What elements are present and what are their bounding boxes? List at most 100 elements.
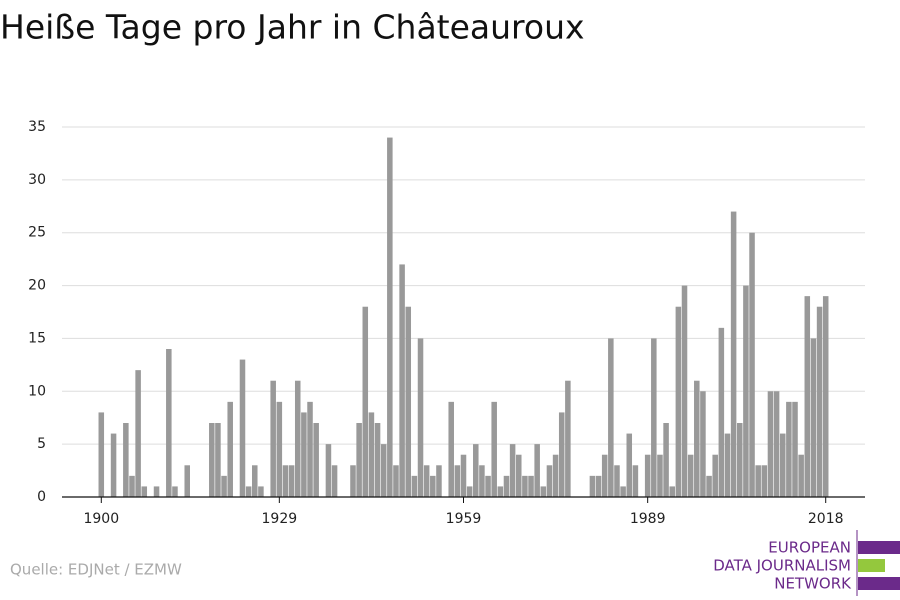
bar: [129, 475, 135, 497]
bar: [252, 465, 258, 497]
bar: [816, 306, 823, 497]
bar: [227, 401, 233, 497]
y-tick-label: 15: [28, 330, 46, 346]
bar: [485, 475, 491, 497]
bar: [258, 486, 264, 497]
y-tick-label: 0: [37, 489, 46, 505]
bar: [153, 486, 160, 497]
bar: [522, 475, 528, 497]
x-tick-label: 1989: [630, 511, 666, 527]
y-tick-label: 10: [28, 383, 46, 399]
bar: [368, 412, 375, 497]
bar: [743, 285, 749, 497]
bar: [724, 433, 731, 497]
bar: [700, 391, 706, 497]
bar: [454, 465, 461, 497]
bar: [540, 486, 547, 497]
bar: [601, 454, 608, 497]
bar: [301, 412, 307, 497]
bar: [632, 465, 639, 497]
x-tick-label: 1900: [83, 511, 119, 527]
bar: [479, 465, 485, 497]
bar: [620, 486, 626, 497]
bar: [595, 475, 602, 497]
bar: [307, 401, 313, 497]
bar: [779, 433, 786, 497]
bar: [466, 486, 473, 497]
bar: [430, 475, 436, 497]
bar: [755, 465, 761, 497]
bar: [215, 423, 221, 497]
bar: [245, 486, 252, 497]
bar: [687, 454, 694, 497]
bar: [417, 338, 424, 497]
x-tick-label: 2018: [808, 511, 844, 527]
bar: [706, 475, 712, 497]
bar: [436, 465, 442, 497]
chart-title: Heiße Tage pro Jahr in Châteauroux: [0, 8, 585, 47]
bar: [565, 380, 571, 497]
bar: [644, 454, 651, 497]
bar: [558, 412, 565, 497]
bar: [393, 465, 399, 497]
bar: [718, 327, 725, 497]
bar: [694, 380, 700, 497]
bar: [497, 486, 504, 497]
bar: [313, 423, 319, 497]
bar: [325, 444, 332, 497]
bar: [675, 306, 682, 497]
bar: [331, 465, 338, 497]
bar: [822, 296, 829, 497]
bar: [172, 486, 178, 497]
bar: [405, 306, 412, 497]
bar: [552, 454, 559, 497]
bar: [773, 391, 780, 497]
bar: [663, 423, 669, 497]
bar: [786, 401, 792, 497]
bar: [491, 401, 497, 497]
bar: [110, 433, 117, 497]
bar: [736, 423, 743, 497]
bar: [166, 349, 172, 497]
bar: [294, 380, 301, 497]
bar: [515, 454, 522, 497]
bar: [411, 475, 418, 497]
bar: [810, 338, 817, 497]
logo-text: EUROPEAN: [768, 539, 851, 557]
x-tick-label: 1929: [262, 511, 298, 527]
bar: [657, 454, 663, 497]
bar: [448, 401, 454, 497]
bar: [669, 486, 675, 497]
bar: [626, 433, 633, 497]
bar: [528, 475, 534, 497]
bar: [423, 465, 430, 497]
bar: [282, 465, 289, 497]
bar: [804, 296, 811, 497]
bar: [209, 423, 215, 497]
bar: [614, 465, 620, 497]
bar: [221, 475, 227, 497]
bar: [761, 465, 768, 497]
bar: [534, 444, 540, 497]
bar: [288, 465, 295, 497]
logo-bar: [858, 541, 900, 554]
bar: [503, 475, 510, 497]
bar: [749, 232, 755, 497]
y-tick-label: 35: [28, 119, 46, 135]
bar: [98, 412, 105, 497]
bar: [135, 370, 141, 497]
y-tick-label: 30: [28, 172, 46, 188]
bar: [712, 454, 718, 497]
y-tick-label: 25: [28, 225, 46, 241]
bar: [350, 465, 356, 497]
logo-bar: [858, 559, 885, 572]
logo-text: DATA JOURNALISM: [713, 557, 851, 575]
bar: [460, 454, 467, 497]
logo-text: NETWORK: [774, 575, 852, 593]
bar: [730, 211, 737, 498]
bar: [608, 338, 614, 497]
bar: [681, 285, 688, 497]
y-tick-label: 5: [37, 436, 46, 452]
bar: [356, 423, 362, 497]
